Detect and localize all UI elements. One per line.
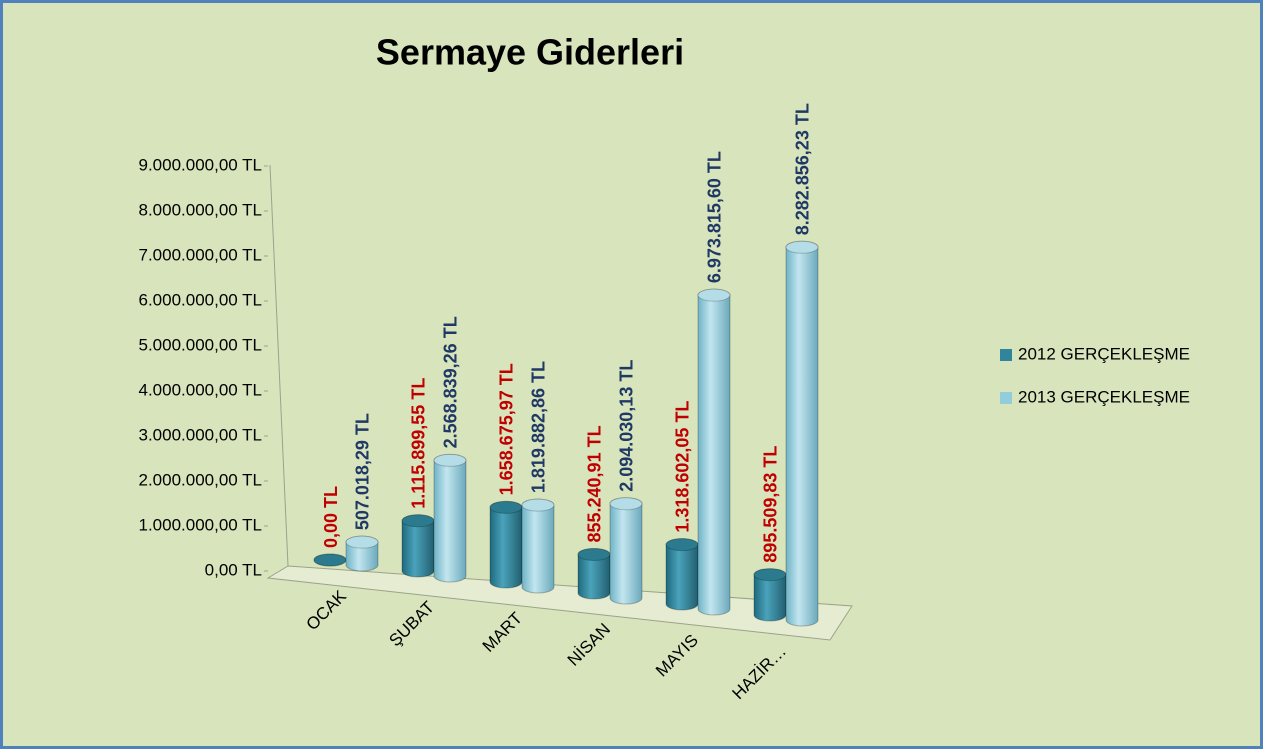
bar-top: [433, 453, 467, 467]
value-label: 1.318.602,05 TL: [673, 401, 693, 533]
y-axis: [269, 164, 289, 567]
bar: [609, 497, 643, 605]
y-tick-label: 9.000.000,00 TL: [138, 155, 262, 174]
y-tick-label: 8.000.000,00 TL: [138, 200, 262, 219]
legend-label: 2012 GERÇEKLEŞME: [1018, 344, 1190, 363]
bar: [785, 240, 819, 627]
bar-top: [697, 288, 731, 302]
bar: [521, 498, 555, 594]
value-label: 1.115.899,55 TL: [409, 378, 429, 509]
bar-top: [345, 535, 379, 549]
y-tick-label: 1.000.000,00 TL: [138, 515, 262, 534]
bar-top: [753, 568, 787, 582]
bar-top: [401, 514, 435, 528]
value-label: 855.240,91 TL: [585, 425, 605, 542]
bar-top: [665, 538, 699, 552]
bar: [489, 500, 523, 589]
y-tick-label: 7.000.000,00 TL: [138, 245, 262, 264]
value-label: 2.568.839,26 TL: [441, 316, 461, 448]
y-tick-label: 2.000.000,00 TL: [138, 470, 262, 489]
bar-top: [785, 240, 819, 254]
chart-title: Sermaye Giderleri: [376, 32, 684, 73]
value-label: 2.094.030,13 TL: [617, 360, 637, 492]
y-tick-label: 5.000.000,00 TL: [138, 335, 262, 354]
legend-swatch: [1000, 349, 1012, 361]
value-label: 6.973.815,60 TL: [705, 151, 725, 283]
y-tick-label: 3.000.000,00 TL: [138, 425, 262, 444]
value-label: 1.819.882,86 TL: [529, 361, 549, 493]
bar-top: [609, 497, 643, 511]
floor: [266, 565, 853, 641]
y-tick-label: 4.000.000,00 TL: [138, 380, 262, 399]
bar-top: [313, 553, 347, 567]
value-label: 1.658.675,97 TL: [497, 363, 517, 495]
bar: [697, 288, 731, 616]
bar: [433, 453, 467, 583]
bar-top: [577, 548, 611, 562]
value-label: 507.018,29 TL: [353, 413, 373, 530]
bar-top: [521, 498, 555, 512]
value-label: 895.509,83 TL: [761, 446, 781, 563]
legend-swatch: [1000, 392, 1012, 404]
value-label: 0,00 TL: [321, 486, 341, 548]
legend-label: 2013 GERÇEKLEŞME: [1018, 387, 1190, 406]
bar-top: [489, 500, 523, 514]
y-tick-label: 6.000.000,00 TL: [138, 290, 262, 309]
value-label: 8.282.856,23 TL: [793, 103, 813, 235]
y-tick-label: 0,00 TL: [205, 560, 262, 579]
